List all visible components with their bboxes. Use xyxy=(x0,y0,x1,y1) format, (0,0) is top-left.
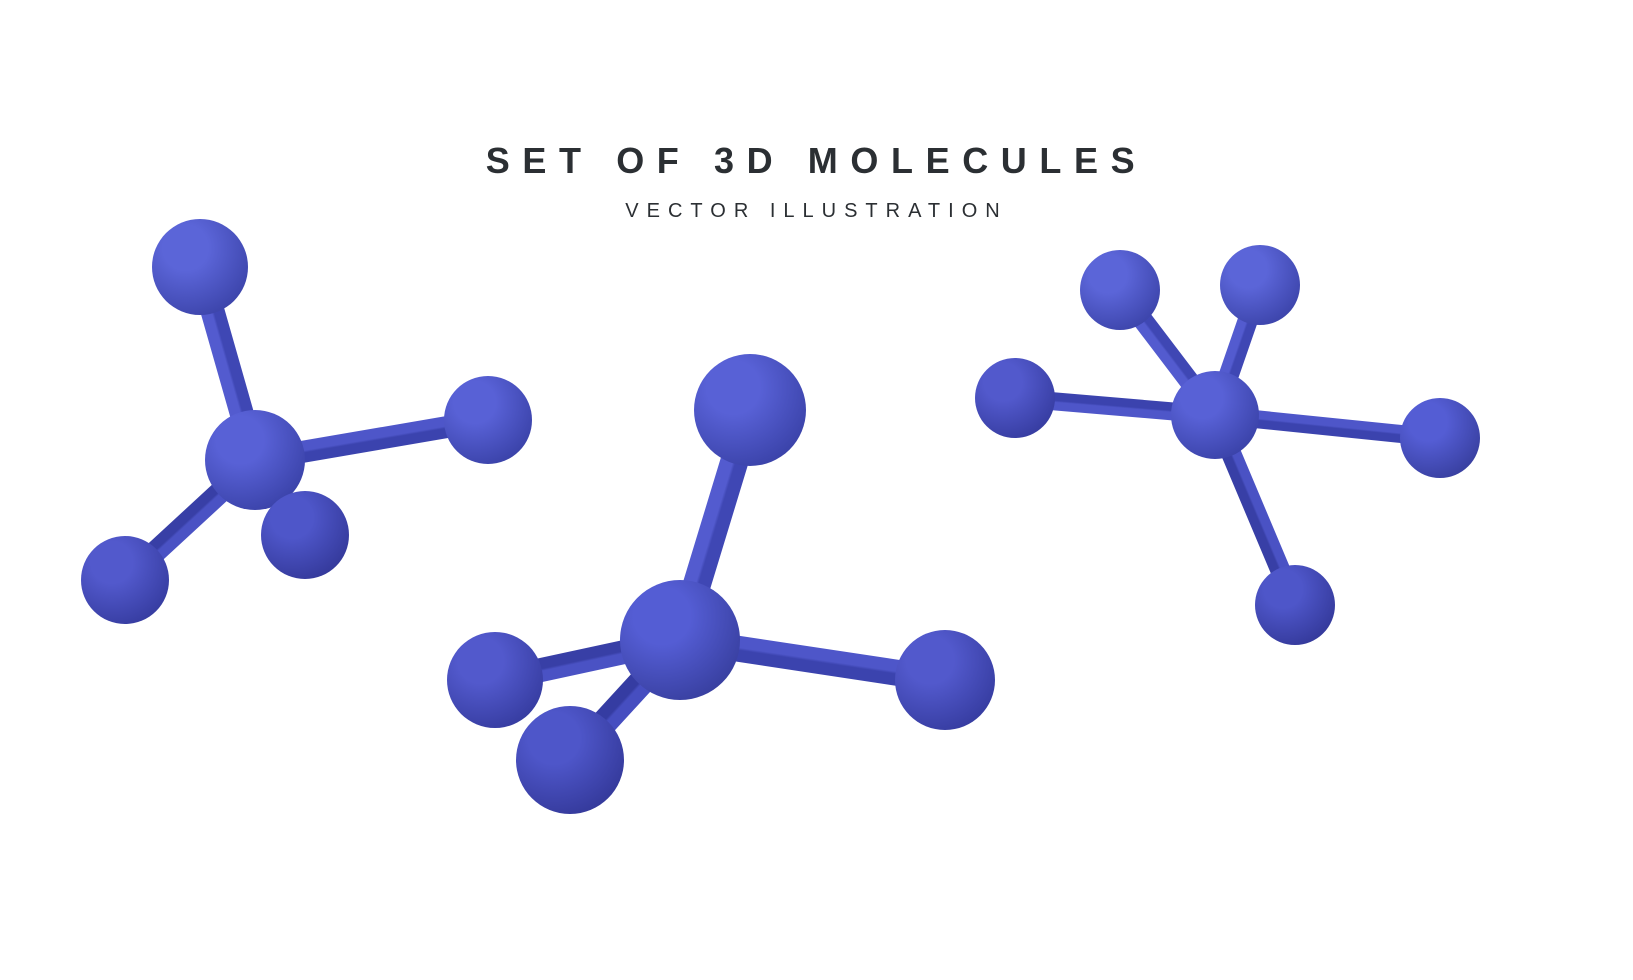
page-subtitle: VECTOR ILLUSTRATION xyxy=(625,200,1007,223)
page-title: SET OF 3D MOLECULES xyxy=(486,140,1147,182)
atom xyxy=(152,219,248,315)
atom xyxy=(444,376,532,464)
atom xyxy=(620,580,740,700)
atom xyxy=(1171,371,1259,459)
atom xyxy=(975,358,1055,438)
atom xyxy=(1220,245,1300,325)
atom xyxy=(516,706,624,814)
atom xyxy=(1255,565,1335,645)
atom xyxy=(81,536,169,624)
atom xyxy=(261,491,349,579)
atom xyxy=(895,630,995,730)
atom xyxy=(1080,250,1160,330)
atom xyxy=(694,354,806,466)
atom xyxy=(1400,398,1480,478)
atom xyxy=(447,632,543,728)
